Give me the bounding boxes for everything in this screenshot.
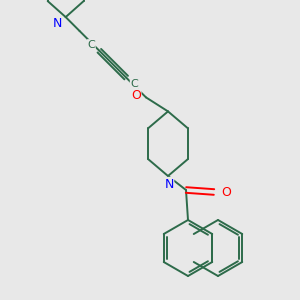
Text: O: O	[131, 89, 141, 102]
Text: N: N	[53, 16, 62, 30]
Text: N: N	[164, 178, 174, 190]
Text: C: C	[88, 40, 95, 50]
Text: C: C	[130, 79, 138, 88]
Text: O: O	[221, 185, 231, 199]
